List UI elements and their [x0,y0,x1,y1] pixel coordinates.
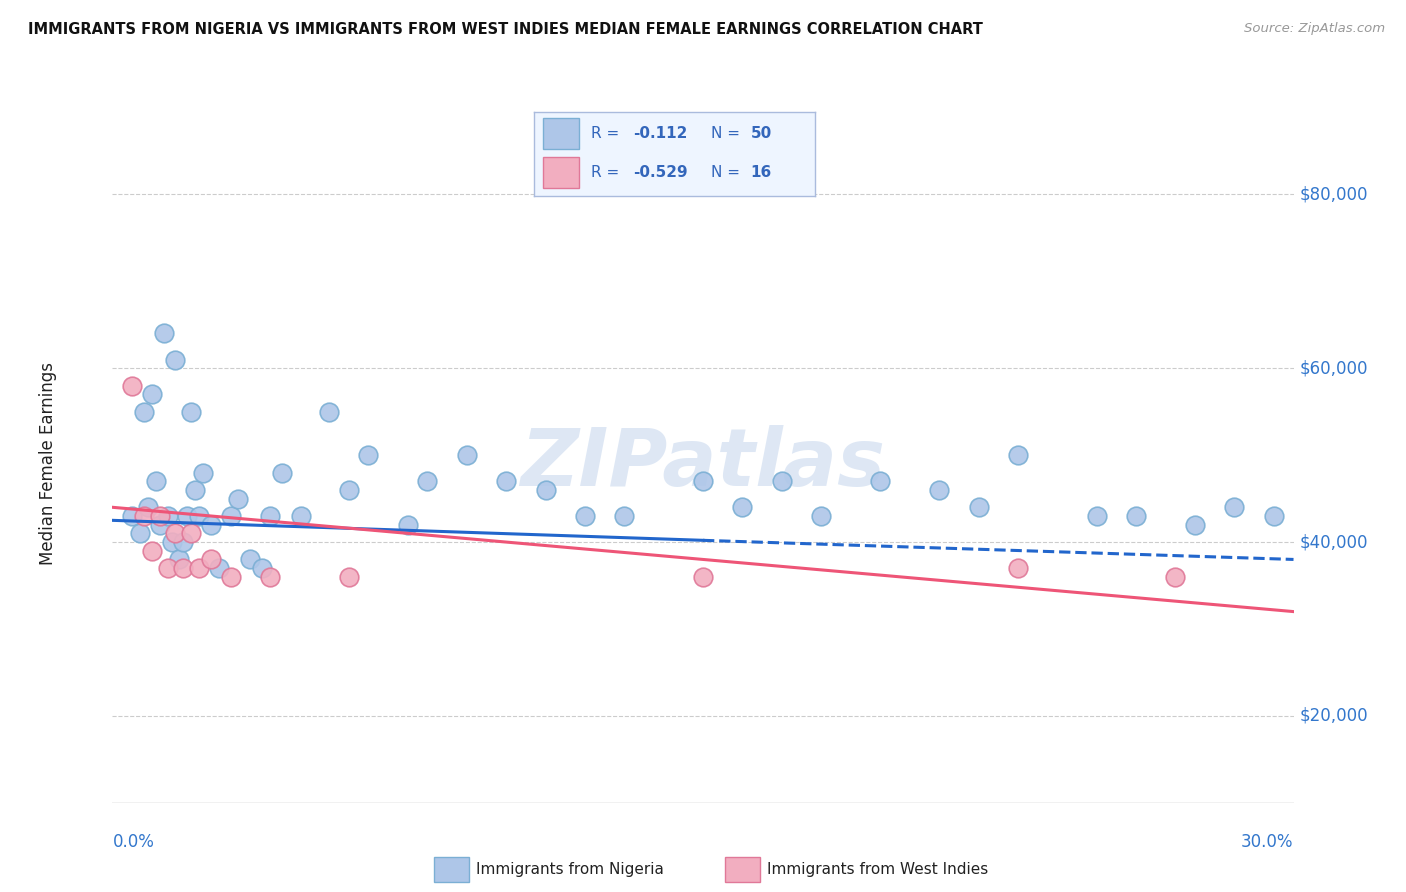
Text: $20,000: $20,000 [1299,706,1368,725]
Point [928,483,950,497]
Point [152,326,174,341]
Text: Median Female Earnings: Median Female Earnings [38,362,56,566]
Point [239,552,262,566]
Bar [725,857,761,882]
Point [1125,508,1147,523]
Text: 50: 50 [751,126,772,141]
Text: -0.529: -0.529 [633,165,688,180]
Point [1085,508,1108,523]
Point [1007,561,1029,575]
Point [121,508,143,523]
Point [357,448,380,462]
Text: 16: 16 [751,165,772,180]
Bar [434,857,470,882]
Text: IMMIGRANTS FROM NIGERIA VS IMMIGRANTS FROM WEST INDIES MEDIAN FEMALE EARNINGS CO: IMMIGRANTS FROM NIGERIA VS IMMIGRANTS FR… [28,22,983,37]
Point [180,526,202,541]
Point [318,405,340,419]
Point [731,500,754,515]
Point [165,352,187,367]
Point [176,508,198,523]
Point [180,405,202,419]
Point [160,535,183,549]
Point [141,543,163,558]
Text: Immigrants from West Indies: Immigrants from West Indies [766,863,988,877]
Point [270,466,292,480]
Point [692,570,714,584]
Point [1164,570,1187,584]
Point [219,570,242,584]
Point [200,517,222,532]
Text: -0.112: -0.112 [633,126,688,141]
Text: 0.0%: 0.0% [112,833,155,851]
Text: $40,000: $40,000 [1299,533,1368,551]
Point [869,474,891,488]
Point [495,474,517,488]
Point [121,378,143,392]
Point [1263,508,1285,523]
Point [156,508,179,523]
Point [132,405,155,419]
Point [156,561,179,575]
Point [172,561,194,575]
Text: $80,000: $80,000 [1299,186,1368,203]
Point [290,508,312,523]
Point [129,526,152,541]
Point [228,491,250,506]
Point [456,448,478,462]
Text: R =: R = [591,126,624,141]
Text: N =: N = [711,126,745,141]
Text: Source: ZipAtlas.com: Source: ZipAtlas.com [1244,22,1385,36]
Point [191,466,214,480]
Point [145,474,167,488]
Point [416,474,439,488]
Point [613,508,636,523]
Point [337,570,360,584]
Point [172,535,194,549]
Point [208,561,231,575]
Point [149,517,172,532]
Point [692,474,714,488]
Point [259,508,281,523]
Point [810,508,832,523]
Point [165,526,187,541]
Text: ZIPatlas: ZIPatlas [520,425,886,503]
Point [184,483,207,497]
Text: Immigrants from Nigeria: Immigrants from Nigeria [475,863,664,877]
Point [574,508,596,523]
Point [396,517,419,532]
Point [250,561,273,575]
Point [534,483,557,497]
Bar [543,119,579,149]
Point [219,508,242,523]
Point [259,570,281,584]
Text: R =: R = [591,165,624,180]
Point [188,508,211,523]
Point [132,508,155,523]
Point [141,387,163,401]
Point [1223,500,1246,515]
Text: N =: N = [711,165,745,180]
Point [149,508,172,523]
Text: $60,000: $60,000 [1299,359,1368,377]
Text: 30.0%: 30.0% [1241,833,1294,851]
Point [770,474,793,488]
Point [1007,448,1029,462]
Point [337,483,360,497]
Bar [543,157,579,188]
Point [169,552,191,566]
Point [200,552,222,566]
Point [1184,517,1206,532]
Point [967,500,990,515]
Point [188,561,211,575]
Point [136,500,159,515]
